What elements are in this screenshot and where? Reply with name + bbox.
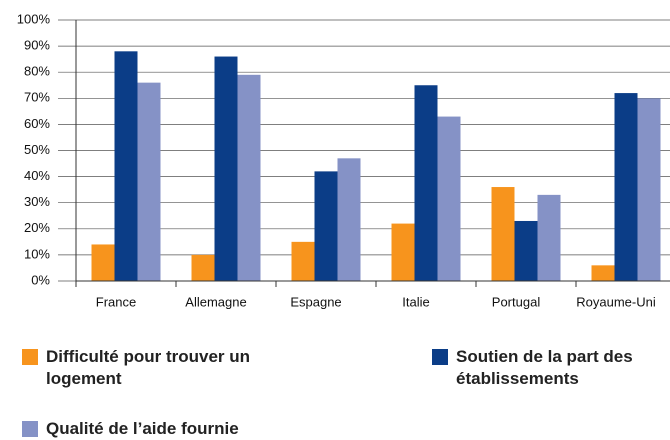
legend-label: Qualité de l’aide fournie (46, 419, 239, 438)
x-tick-label: Espagne (290, 294, 341, 309)
bar (337, 158, 361, 281)
y-tick-label: 0% (31, 272, 50, 287)
bar (437, 116, 461, 281)
x-tick-label: Portugal (492, 294, 541, 309)
bar (91, 244, 115, 281)
y-tick-label: 60% (24, 116, 50, 131)
x-tick-label: Royaume-Uni (576, 294, 656, 309)
bar (191, 254, 215, 281)
legend-swatch (22, 349, 38, 365)
bar (391, 223, 415, 281)
y-tick-label: 100% (17, 11, 51, 26)
bar (314, 171, 338, 281)
legend-swatch (22, 421, 38, 437)
bar (614, 93, 638, 281)
x-tick-label: Italie (402, 294, 429, 309)
bar (214, 56, 238, 281)
chart: 0% 10% 20% 30% 40% 50% 60% 70% 80% 90% 100% France A… (17, 11, 670, 309)
bar (137, 82, 161, 281)
bar (537, 194, 561, 281)
y-tick-label: 10% (24, 246, 50, 261)
bar (514, 220, 538, 281)
y-tick-label: 80% (24, 64, 50, 79)
y-tick-label: 20% (24, 220, 50, 235)
x-tick-label: France (96, 294, 136, 309)
y-tick-label: 50% (24, 142, 50, 157)
bar (414, 85, 438, 281)
bar (491, 187, 515, 281)
y-tick-label: 90% (24, 38, 50, 53)
y-tick-label: 70% (24, 90, 50, 105)
y-tick-label: 40% (24, 168, 50, 183)
bar (291, 241, 315, 281)
bar (637, 98, 661, 281)
y-tick-label: 30% (24, 194, 50, 209)
bar (591, 265, 615, 281)
legend-swatch (432, 349, 448, 365)
legend-label: Soutien de la part des établissements (456, 347, 633, 388)
legend-label: Difficulté pour trouver un logement (46, 347, 250, 388)
legend-item: Difficulté pour trouver un logement (22, 346, 262, 390)
legend-item: Qualité de l’aide fournie (22, 418, 322, 440)
x-tick-label: Allemagne (185, 294, 246, 309)
bar (237, 74, 261, 281)
bar (114, 51, 138, 281)
legend-item: Soutien de la part des établissements (432, 346, 652, 390)
